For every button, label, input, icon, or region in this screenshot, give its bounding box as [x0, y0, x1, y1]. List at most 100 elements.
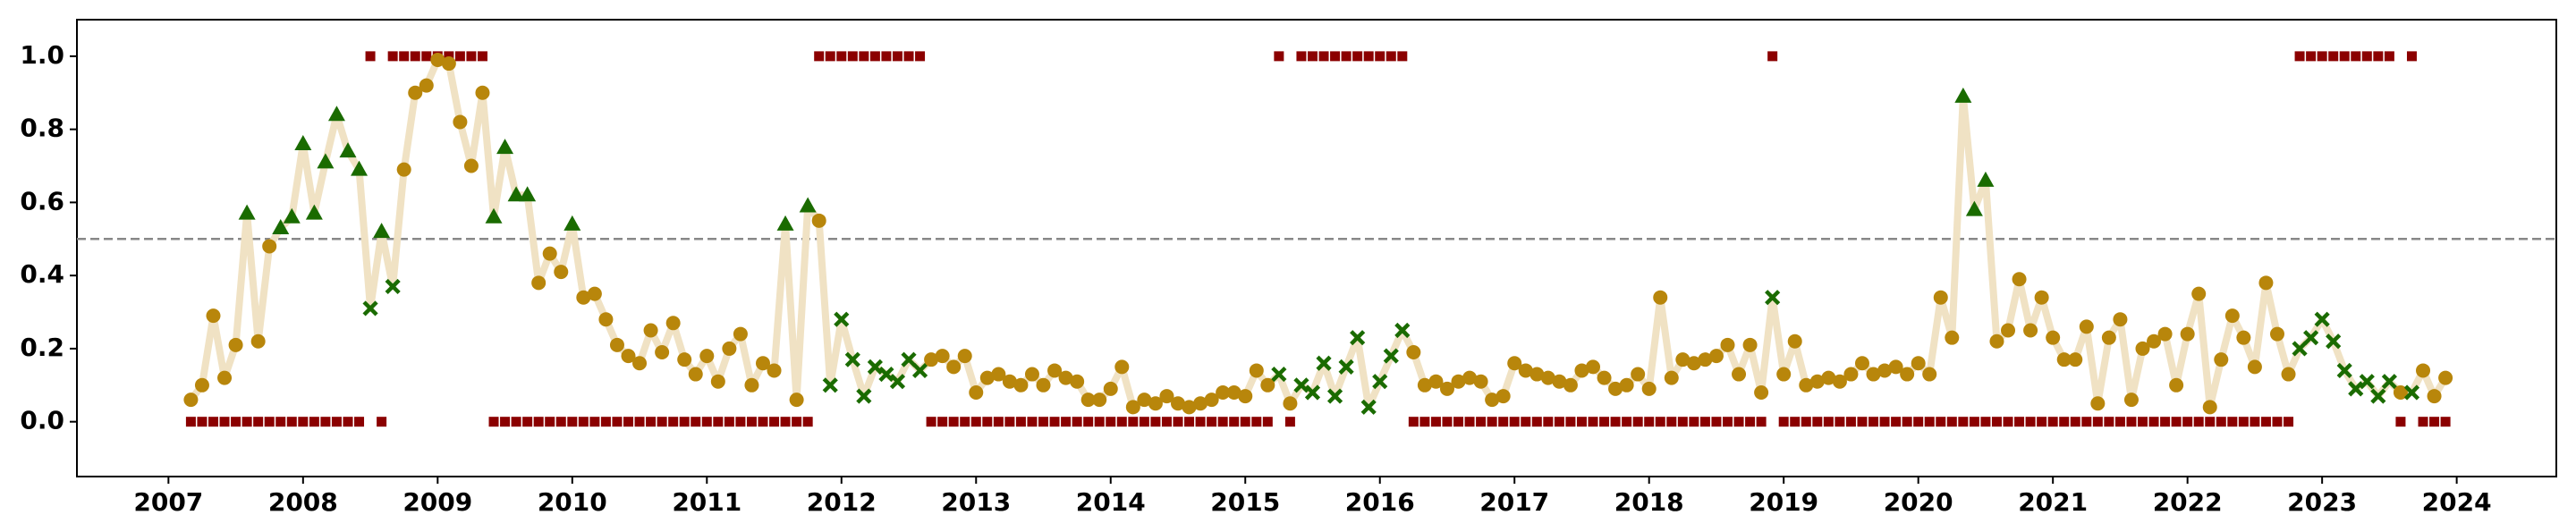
correct-point	[1439, 381, 1454, 396]
label-square	[802, 417, 813, 427]
label-square	[533, 417, 544, 427]
label-square	[1083, 417, 1094, 427]
label-square	[1262, 417, 1273, 427]
correct-point	[1204, 393, 1219, 408]
correct-point	[1854, 356, 1869, 371]
label-square	[231, 417, 242, 427]
correct-point	[1809, 374, 1825, 389]
label-square	[634, 417, 645, 427]
label-square	[1632, 417, 1643, 427]
correct-point	[217, 370, 233, 385]
label-square	[1991, 417, 2002, 427]
label-square	[421, 51, 432, 62]
false-positive-point	[351, 160, 369, 176]
label-square	[197, 417, 208, 427]
false-negative-point	[1383, 348, 1399, 364]
label-square	[1363, 51, 1374, 62]
false-negative-point	[911, 362, 928, 379]
label-square	[387, 51, 398, 62]
label-square	[1464, 417, 1475, 427]
false-negative-point	[1360, 399, 1377, 415]
false-negative-point	[1293, 377, 1309, 393]
y-tick-label: 0.4	[20, 259, 64, 289]
correct-point	[1597, 370, 1612, 385]
label-square	[881, 51, 892, 62]
label-square	[1498, 417, 1509, 427]
label-square	[1857, 417, 1868, 427]
label-square	[735, 417, 746, 427]
correct-point	[1675, 352, 1690, 367]
correct-point	[2169, 377, 2184, 393]
correct-point	[991, 367, 1006, 382]
label-square	[2037, 417, 2047, 427]
false-negative-point	[1316, 355, 1332, 371]
correct-point	[1036, 377, 1051, 393]
correct-point	[1552, 374, 1567, 389]
correct-point	[1170, 396, 1185, 411]
x-tick-label: 2021	[2018, 487, 2088, 515]
label-square	[1801, 417, 1811, 427]
label-square	[1173, 417, 1183, 427]
correct-point	[1698, 352, 1713, 367]
label-square	[2171, 417, 2182, 427]
label-square	[1072, 417, 1082, 427]
correct-point	[1193, 396, 1208, 411]
label-square	[2272, 417, 2283, 427]
correct-point	[1608, 381, 1623, 396]
correct-point	[250, 333, 266, 349]
label-square	[1430, 417, 1441, 427]
false-positive-point	[496, 139, 514, 155]
false-negative-point	[1350, 330, 1366, 346]
correct-point	[2247, 359, 2262, 375]
x-tick-label: 2007	[133, 487, 203, 515]
correct-point	[206, 308, 221, 324]
correct-point	[430, 52, 445, 67]
label-square	[1936, 417, 1946, 427]
label-square	[1823, 417, 1834, 427]
correct-point	[1754, 384, 1769, 400]
label-square	[1745, 417, 1756, 427]
x-tick-label: 2016	[1345, 487, 1415, 515]
correct-point	[1742, 337, 1758, 352]
label-square	[1722, 417, 1733, 427]
x-tick-label: 2022	[2153, 487, 2223, 515]
false-negative-point	[2326, 333, 2342, 350]
label-square	[1778, 417, 1789, 427]
label-square	[869, 51, 880, 62]
label-square	[354, 417, 365, 427]
false-positive-point	[373, 223, 391, 239]
label-square	[522, 417, 533, 427]
correct-point	[1024, 367, 1039, 382]
x-tick-label: 2009	[402, 487, 472, 515]
label-square	[679, 417, 690, 427]
correct-point	[2056, 352, 2072, 367]
correct-point	[2224, 308, 2240, 324]
label-square	[253, 417, 264, 427]
false-positive-point	[507, 186, 525, 202]
correct-point	[1787, 333, 1802, 349]
correct-point	[2001, 323, 2016, 338]
correct-point	[1114, 359, 1130, 375]
label-square	[1902, 417, 1912, 427]
probability-line	[188, 55, 2449, 411]
label-square	[185, 417, 196, 427]
correct-point	[2113, 312, 2128, 327]
false-negative-point	[856, 388, 872, 404]
label-square	[2294, 51, 2305, 62]
correct-point	[2393, 384, 2408, 400]
label-square	[758, 417, 768, 427]
correct-point	[1283, 396, 1298, 411]
label-square	[1677, 417, 1688, 427]
correct-point	[632, 356, 648, 371]
label-square	[1116, 417, 1127, 427]
correct-point	[262, 239, 277, 254]
label-square	[1341, 51, 1352, 62]
label-square	[2025, 417, 2036, 427]
label-square	[578, 417, 589, 427]
label-square	[2418, 417, 2428, 427]
false-positive-point	[1954, 87, 1972, 103]
label-square	[1139, 417, 1149, 427]
label-square	[1622, 417, 1632, 427]
label-square	[2193, 417, 2204, 427]
correct-point	[1664, 370, 1679, 385]
